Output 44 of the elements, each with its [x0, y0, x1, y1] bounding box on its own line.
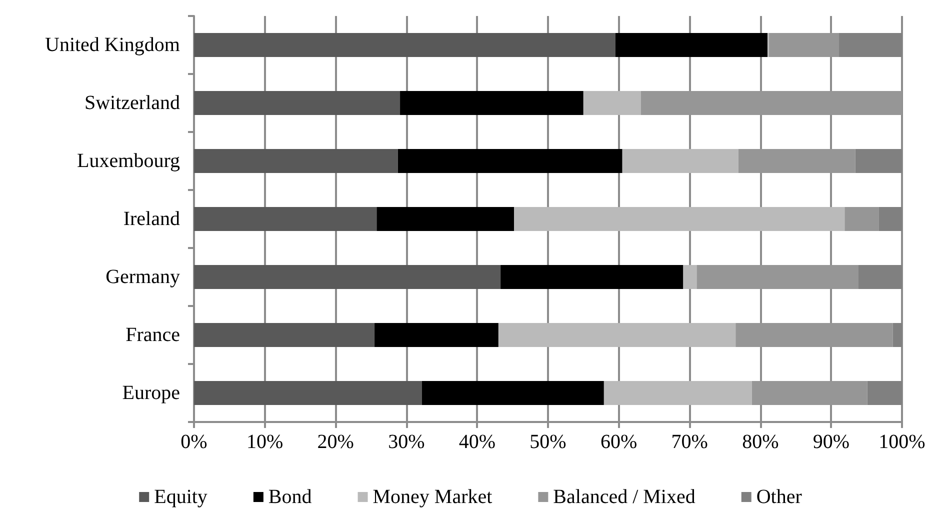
- bar: [400, 91, 584, 115]
- x-tick-label: 90%: [812, 431, 850, 453]
- bar: [194, 265, 501, 289]
- legend-label: Balanced / Mixed: [553, 486, 696, 508]
- bar: [500, 265, 684, 289]
- x-tick-label: 20%: [317, 431, 354, 453]
- bar: [194, 381, 422, 405]
- legend-label: Bond: [268, 486, 312, 508]
- bar: [583, 91, 641, 115]
- y-tick-label: Switzerland: [84, 92, 180, 114]
- y-tick-label: Ireland: [123, 208, 180, 230]
- bar: [194, 33, 616, 57]
- x-tick-label: 80%: [742, 431, 779, 453]
- x-tick-label: 50%: [530, 431, 566, 453]
- y-tick-label: Germany: [106, 266, 180, 288]
- bar: [194, 207, 377, 231]
- x-tick-label: 70%: [671, 431, 708, 453]
- y-tick-label: Europe: [122, 382, 180, 404]
- legend-label: Other: [756, 486, 802, 508]
- x-tick-label: 0%: [180, 431, 208, 453]
- bar: [844, 207, 879, 231]
- x-tick-label: 10%: [246, 431, 284, 453]
- bar: [422, 381, 604, 405]
- legend-label: Equity: [154, 486, 208, 508]
- y-tick-label: Luxembourg: [77, 150, 180, 172]
- bar: [376, 207, 514, 231]
- bar: [498, 323, 736, 347]
- bar: [683, 265, 697, 289]
- x-tick-label: 40%: [458, 431, 496, 453]
- x-tick-label: 100%: [878, 431, 926, 453]
- bar: [194, 91, 400, 115]
- bar: [514, 207, 845, 231]
- bar: [622, 149, 738, 173]
- bar: [374, 323, 498, 347]
- x-tick-label: 60%: [600, 431, 638, 453]
- bar: [398, 149, 622, 173]
- x-tick-label: 30%: [388, 431, 425, 453]
- bar: [194, 149, 398, 173]
- y-tick-label: France: [126, 324, 180, 346]
- bar: [194, 323, 375, 347]
- legend-label: Money Market: [372, 486, 493, 508]
- bar: [615, 33, 768, 57]
- bar: [604, 381, 752, 405]
- y-tick-label: United Kingdom: [45, 34, 180, 56]
